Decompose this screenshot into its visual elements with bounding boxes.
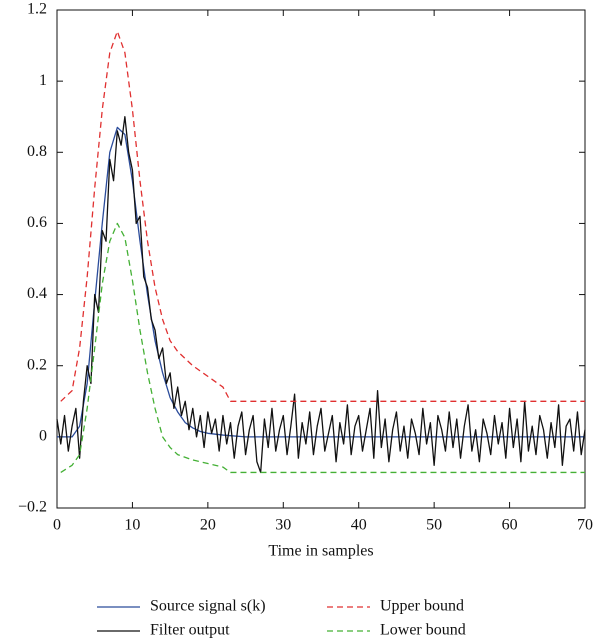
series-line [56,116,586,474]
series-line [60,222,585,474]
y-tick-label: 1.2 [27,1,47,18]
x-tick-label: 70 [577,517,593,534]
x-tick-label: 60 [502,517,518,534]
y-tick-label: 1 [39,72,47,89]
x-tick-label: 20 [200,517,216,534]
y-tick-label: 0.6 [27,214,47,231]
series-line [57,126,585,438]
y-tick-label: 0.8 [27,143,47,160]
legend-label: Upper bound [380,598,464,615]
y-tick-label: 0.4 [27,285,47,302]
plot-frame [56,9,586,509]
x-tick-label: 50 [426,517,442,534]
x-tick-label: 10 [124,517,140,534]
legend-label: Lower bound [380,622,466,639]
x-axis-label: Time in samples [268,543,373,560]
x-tick-label: 0 [53,517,61,534]
series-line [60,30,585,402]
y-tick-label: −0.2 [18,499,47,516]
legend-label: Filter output [150,622,230,639]
x-tick-label: 40 [351,517,367,534]
y-tick-label: 0 [39,428,47,445]
y-tick-label: 0.2 [27,356,47,373]
x-tick-label: 30 [275,517,291,534]
legend-label: Source signal s(k) [150,598,266,615]
